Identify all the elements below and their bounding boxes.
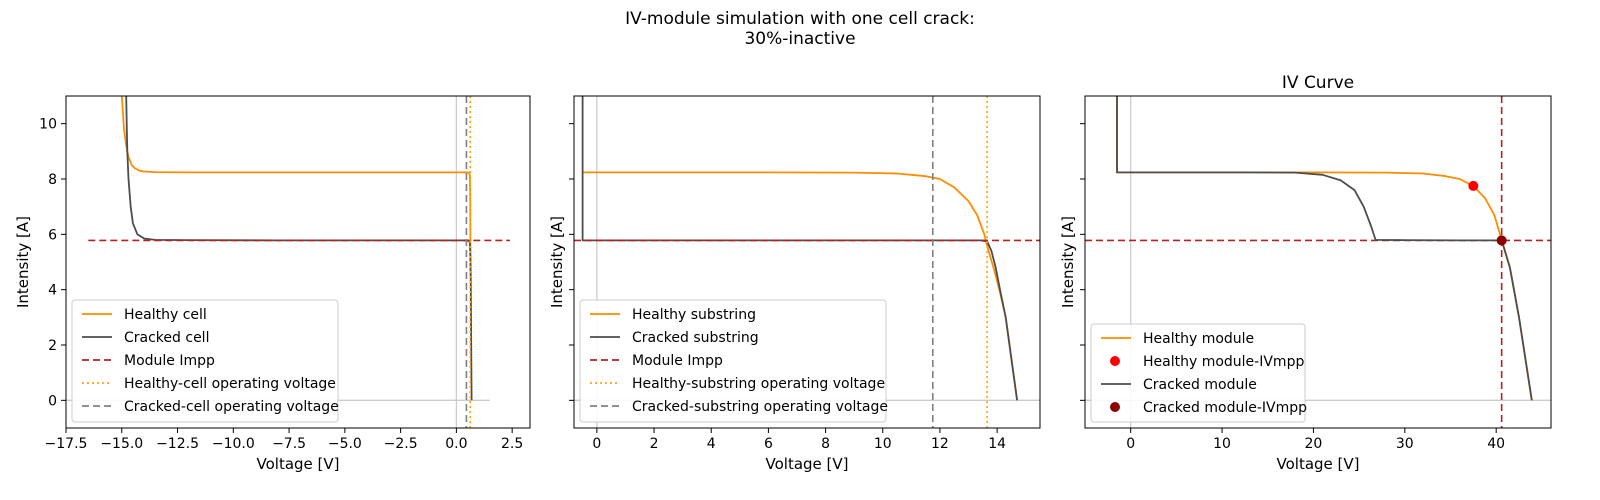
legend-box: [579, 299, 887, 423]
x-tick-label: 30: [1396, 436, 1414, 452]
x-tick-label: 2.5: [501, 436, 523, 452]
legend-label: Healthy substring: [632, 307, 756, 323]
legend: Healthy cell Cracked cell Module Impp Healt…: [71, 299, 339, 423]
legend-item: Cracked-cell operating voltage: [82, 399, 339, 415]
x-tick-label: 12: [931, 436, 949, 452]
legend-label: Module Impp: [124, 353, 215, 369]
x-tick-label: −15.0: [100, 436, 143, 452]
legend-item: Healthy cell: [82, 307, 207, 323]
legend-marker: [1110, 402, 1120, 412]
x-tick-label: −10.0: [212, 436, 255, 452]
y-axis-label: Intensity [A]: [1059, 216, 1077, 308]
y-tick-label: 4: [48, 283, 57, 299]
x-tick-label: 0.0: [445, 436, 467, 452]
y-tick-label: 10: [39, 117, 57, 133]
panel-cell-iv: −17.5 −15.0 −12.5 −10.0 −7.5 −5.0 −2.5 0.0 2.5 0 2…: [14, 95, 531, 473]
y-tick-label: 0: [48, 393, 57, 409]
legend-item: Healthy-cell operating voltage: [82, 376, 336, 392]
legend-label: Cracked cell: [124, 330, 209, 346]
legend-label: Cracked substring: [632, 330, 759, 346]
legend-item: Cracked substring: [590, 330, 759, 346]
x-axis-label: Voltage [V]: [1277, 455, 1360, 473]
x-tick-label: 10: [874, 436, 892, 452]
x-tick-label: 8: [821, 436, 830, 452]
y-tick-label: 6: [48, 227, 57, 243]
x-axis-label: Voltage [V]: [766, 455, 849, 473]
panel-module-iv-curve: 0 10 20 30 40 Voltage [V] Intensity [A] IV Curv…: [1059, 73, 1552, 473]
figure-suptitle-line-1: IV-module simulation with one cell crack…: [625, 9, 975, 29]
series-healthy-module-ivmpp: [1468, 180, 1479, 191]
legend-marker: [1110, 356, 1120, 366]
legend: Healthy module Healthy module-IVmpp Cracke…: [1090, 323, 1307, 423]
x-tick-label: −12.5: [156, 436, 199, 452]
x-tick-label: 2: [650, 436, 659, 452]
series-healthy-cell: [120, 96, 472, 276]
legend-item: Cracked-substring operating voltage: [590, 399, 888, 415]
legend-label: Cracked module: [1143, 377, 1257, 393]
legend-item: Healthy module: [1101, 331, 1254, 347]
legend-label: Cracked module-IVmpp: [1143, 400, 1307, 416]
legend-label: Healthy-cell operating voltage: [124, 376, 336, 392]
legend: Healthy substring Cracked substring Module…: [579, 299, 888, 423]
legend-label: Healthy-substring operating voltage: [632, 376, 885, 392]
x-tick-label: 0: [592, 436, 601, 452]
legend-label: Cracked-substring operating voltage: [632, 399, 888, 415]
axes-frame: [65, 95, 531, 429]
x-tick-label: 10: [1213, 436, 1231, 452]
legend-item: Module Impp: [590, 353, 723, 369]
legend-label: Healthy module-IVmpp: [1143, 354, 1304, 370]
legend-item: Healthy substring: [590, 307, 756, 323]
series-cracked-module: [1116, 96, 1533, 401]
figure-suptitle-line-2: 30%-inactive: [744, 29, 855, 49]
legend-item: Healthy-substring operating voltage: [590, 376, 885, 392]
axes-title: IV Curve: [1282, 73, 1354, 93]
x-tick-label: 20: [1305, 436, 1323, 452]
legend-item: Cracked cell: [82, 330, 209, 346]
x-tick-label: 40: [1487, 436, 1505, 452]
plot-area: [1085, 96, 1551, 428]
x-tick-label: −7.5: [272, 436, 306, 452]
panel-substring-iv: 0 2 4 6 8 10 12 14 Voltage [V] Intensity [A] Healt…: [548, 95, 1041, 473]
x-tick-label: −17.5: [45, 436, 88, 452]
legend-label: Healthy cell: [124, 307, 207, 323]
y-tick-label: 2: [48, 338, 57, 354]
legend-item: Module Impp: [82, 353, 215, 369]
x-tick-label: 4: [707, 436, 716, 452]
legend-item: Cracked module: [1101, 377, 1257, 393]
legend-label: Healthy module: [1143, 331, 1254, 347]
legend-label: Cracked-cell operating voltage: [124, 399, 339, 415]
x-tick-label: 0: [1126, 436, 1135, 452]
legend-item: Cracked module-IVmpp: [1110, 400, 1307, 416]
x-tick-label: 14: [988, 436, 1006, 452]
x-tick-label: 6: [764, 436, 773, 452]
legend-label: Module Impp: [632, 353, 723, 369]
legend-box: [71, 299, 339, 423]
series-cracked-module-ivmpp: [1496, 235, 1507, 246]
axes-frame: [573, 95, 1041, 429]
y-tick-label: 8: [48, 172, 57, 188]
axes-frame: [1084, 95, 1552, 429]
x-axis-label: Voltage [V]: [257, 455, 340, 473]
x-tick-label: −2.5: [384, 436, 418, 452]
y-axis-label: Intensity [A]: [14, 216, 32, 308]
legend-item: Healthy module-IVmpp: [1110, 354, 1304, 370]
legend-box: [1090, 323, 1306, 423]
x-tick-label: −5.0: [328, 436, 362, 452]
y-axis-label: Intensity [A]: [548, 216, 566, 308]
